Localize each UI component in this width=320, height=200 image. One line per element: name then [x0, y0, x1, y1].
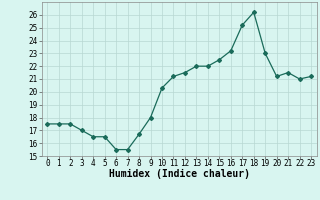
X-axis label: Humidex (Indice chaleur): Humidex (Indice chaleur) — [109, 169, 250, 179]
